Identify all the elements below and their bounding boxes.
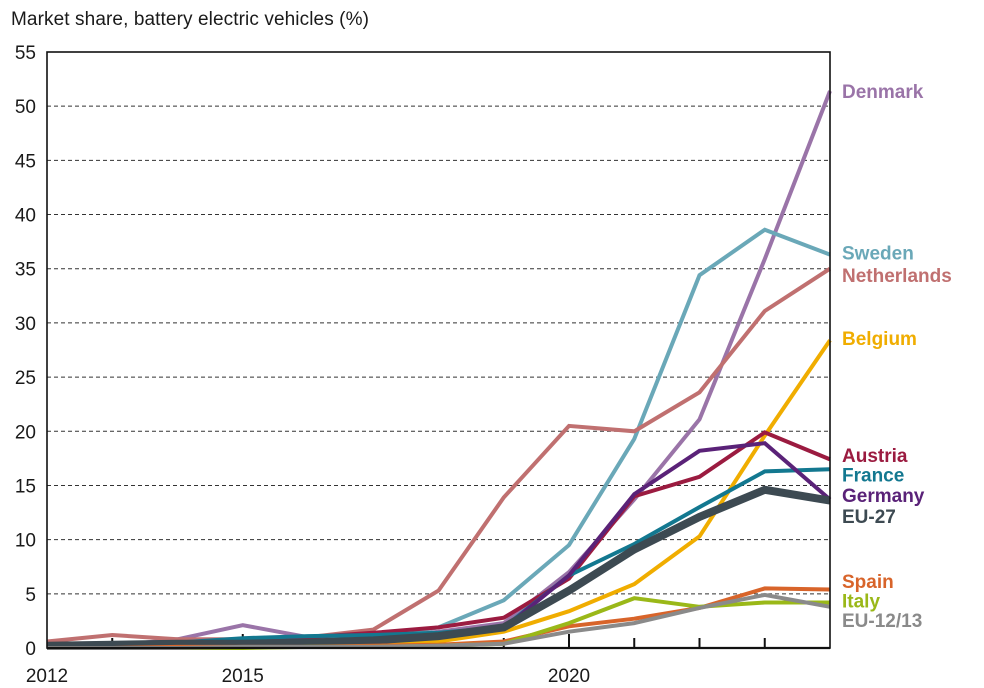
series-line-france bbox=[46, 467, 831, 647]
y-tick-label: 15 bbox=[15, 476, 36, 497]
y-tick-label: 5 bbox=[25, 585, 36, 606]
series-label-netherlands: Netherlands bbox=[842, 266, 952, 287]
series-label-austria: Austria bbox=[842, 446, 908, 467]
y-tick-label: 20 bbox=[15, 422, 36, 443]
series-label-spain: Spain bbox=[842, 572, 894, 593]
series-line-germany bbox=[46, 441, 832, 649]
series-line-denmark bbox=[47, 90, 832, 648]
series-label-eu-27: EU-27 bbox=[842, 507, 896, 528]
y-axis-tick-labels: 0 5 10 15 20 25 30 35 40 45 50 55 bbox=[15, 43, 36, 660]
series-label-denmark: Denmark bbox=[842, 82, 924, 103]
series-label-belgium: Belgium bbox=[842, 329, 917, 350]
x-tick-label: 2015 bbox=[222, 666, 264, 687]
y-tick-label: 55 bbox=[15, 43, 36, 64]
y-tick-label: 25 bbox=[15, 368, 36, 389]
y-tick-label: 45 bbox=[15, 151, 36, 172]
y-tick-label: 30 bbox=[15, 314, 36, 335]
y-tick-label: 10 bbox=[15, 531, 36, 552]
y-tick-label: 35 bbox=[15, 260, 36, 281]
series-line-eu-27 bbox=[46, 485, 831, 650]
series-line-netherlands bbox=[46, 267, 832, 644]
series-line-sweden bbox=[46, 227, 831, 649]
plot-frame bbox=[46, 51, 831, 649]
y-tick-label: 0 bbox=[25, 639, 36, 660]
x-tick-label: 2012 bbox=[26, 666, 68, 687]
series-lines bbox=[46, 90, 832, 650]
series-label-france: France bbox=[842, 466, 904, 487]
series-label-eu-12-13: EU-12/13 bbox=[842, 611, 922, 632]
axes bbox=[46, 51, 831, 650]
x-tick-label: 2020 bbox=[548, 666, 590, 687]
series-label-italy: Italy bbox=[842, 591, 880, 612]
series-label-germany: Germany bbox=[842, 486, 925, 507]
y-tick-label: 50 bbox=[15, 97, 36, 118]
chart-title: Market share, battery electric vehicles … bbox=[11, 9, 370, 30]
gridlines bbox=[47, 105, 830, 595]
y-tick-label: 40 bbox=[15, 206, 36, 227]
series-label-sweden: Sweden bbox=[842, 243, 914, 264]
